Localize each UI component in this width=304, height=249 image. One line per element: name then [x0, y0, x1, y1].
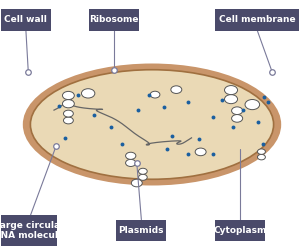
Text: Plasmids: Plasmids — [119, 226, 164, 235]
Ellipse shape — [126, 152, 136, 159]
Ellipse shape — [64, 110, 73, 117]
Ellipse shape — [245, 100, 260, 110]
Ellipse shape — [150, 91, 160, 98]
Ellipse shape — [257, 154, 265, 160]
Ellipse shape — [30, 70, 274, 179]
Ellipse shape — [131, 179, 142, 187]
Text: Large circular
DNA molecule: Large circular DNA molecule — [0, 221, 64, 240]
Text: Cell wall: Cell wall — [4, 15, 47, 24]
Text: Cell membrane: Cell membrane — [219, 15, 295, 24]
Ellipse shape — [257, 149, 265, 154]
Ellipse shape — [195, 148, 206, 156]
Ellipse shape — [232, 115, 243, 122]
Ellipse shape — [232, 107, 243, 115]
Ellipse shape — [63, 100, 74, 108]
Text: Ribosome: Ribosome — [89, 15, 139, 24]
Ellipse shape — [126, 159, 136, 167]
FancyBboxPatch shape — [116, 220, 167, 241]
FancyBboxPatch shape — [215, 220, 265, 241]
Ellipse shape — [63, 91, 74, 100]
Ellipse shape — [81, 89, 95, 98]
Text: Cytoplasm: Cytoplasm — [213, 226, 267, 235]
Ellipse shape — [225, 95, 237, 104]
FancyBboxPatch shape — [1, 9, 51, 30]
Ellipse shape — [23, 63, 281, 186]
FancyBboxPatch shape — [215, 9, 299, 30]
Ellipse shape — [139, 168, 147, 174]
Ellipse shape — [64, 117, 73, 124]
Ellipse shape — [139, 174, 147, 180]
Ellipse shape — [225, 86, 237, 95]
FancyBboxPatch shape — [89, 9, 139, 30]
Ellipse shape — [171, 86, 182, 93]
FancyBboxPatch shape — [1, 215, 57, 246]
